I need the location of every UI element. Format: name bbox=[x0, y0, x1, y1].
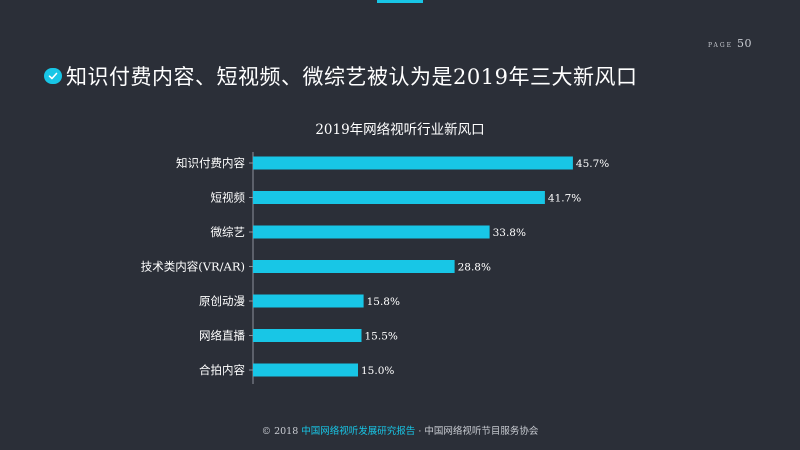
value-label: 33.8% bbox=[493, 227, 526, 239]
bar bbox=[253, 191, 545, 204]
bars: 知识付费内容 45.7% 短视频 41.7% 微综艺 33.8% 技术类内容(VR/AR) 2… bbox=[141, 156, 610, 377]
bar bbox=[253, 156, 573, 170]
footer-org: 中国网络视听节目服务协会 bbox=[424, 426, 539, 437]
value-label: 15.8% bbox=[367, 296, 400, 308]
check-icon bbox=[44, 68, 62, 84]
bar bbox=[253, 225, 490, 239]
footer-copyright: © 2018 bbox=[261, 426, 299, 437]
page-word: PAGE bbox=[708, 42, 733, 49]
bar bbox=[253, 329, 362, 342]
top-accent-bar bbox=[377, 0, 423, 3]
footer-report: 中国网络视听发展研究报告 bbox=[301, 426, 416, 437]
category-label: 原创动漫 bbox=[199, 294, 245, 308]
value-label: 15.0% bbox=[361, 365, 394, 377]
category-label: 微综艺 bbox=[211, 225, 246, 239]
bar bbox=[253, 294, 364, 308]
page-number: PAGE 50 bbox=[708, 37, 752, 50]
page-number-value: 50 bbox=[737, 37, 752, 50]
chart-title: 2019年网络视听行业新风口 bbox=[315, 122, 484, 138]
bar bbox=[253, 363, 358, 377]
value-label: 45.7% bbox=[576, 158, 609, 170]
category-label: 网络直播 bbox=[199, 329, 245, 343]
headline: 知识付费内容、短视频、微综艺被认为是2019年三大新风口 bbox=[44, 61, 637, 91]
footer: © 2018 中国网络视听发展研究报告 · 中国网络视听节目服务协会 bbox=[0, 423, 800, 437]
category-label: 知识付费内容 bbox=[176, 156, 245, 170]
headline-text: 知识付费内容、短视频、微综艺被认为是2019年三大新风口 bbox=[66, 65, 638, 89]
category-label: 技术类内容(VR/AR) bbox=[141, 260, 245, 274]
bar bbox=[253, 260, 455, 273]
category-label: 合拍内容 bbox=[199, 363, 245, 377]
value-label: 41.7% bbox=[548, 193, 581, 205]
value-label: 28.8% bbox=[458, 262, 491, 274]
category-label: 短视频 bbox=[211, 191, 246, 205]
footer-separator: · bbox=[418, 426, 422, 437]
value-label: 15.5% bbox=[365, 331, 398, 343]
